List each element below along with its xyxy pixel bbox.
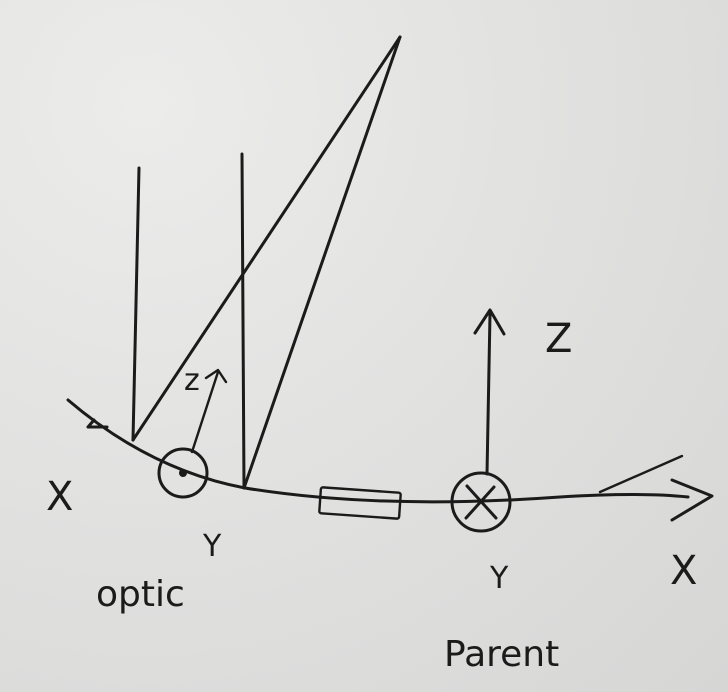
left-x-label: X bbox=[46, 474, 73, 520]
right-slant-line bbox=[598, 454, 684, 494]
parent-y-cross bbox=[464, 484, 498, 520]
component-rectangle bbox=[318, 486, 402, 520]
optic-z-arrow bbox=[190, 368, 228, 454]
middle-vertical-line bbox=[240, 152, 246, 490]
optic-y-dot bbox=[179, 469, 187, 477]
parent-z-arrow bbox=[473, 308, 506, 476]
left-arrowhead bbox=[86, 418, 109, 429]
diagonal-line-right bbox=[242, 35, 402, 490]
parent-label: Parent bbox=[444, 634, 559, 675]
optic-y-label: Y bbox=[202, 529, 222, 564]
right-x-arrowhead bbox=[670, 478, 714, 522]
curved-baseline bbox=[66, 398, 690, 504]
optic-z-label: z bbox=[184, 363, 200, 398]
parent-y-label: Y bbox=[489, 561, 509, 596]
right-x-label: X bbox=[670, 548, 697, 594]
left-vertical-line bbox=[131, 166, 141, 442]
diagonal-line-left bbox=[131, 35, 402, 442]
parent-z-label: Z bbox=[545, 316, 572, 362]
parent-y-circle bbox=[450, 471, 512, 533]
optic-label: optic bbox=[96, 574, 185, 615]
optic-y-circle bbox=[157, 447, 209, 499]
